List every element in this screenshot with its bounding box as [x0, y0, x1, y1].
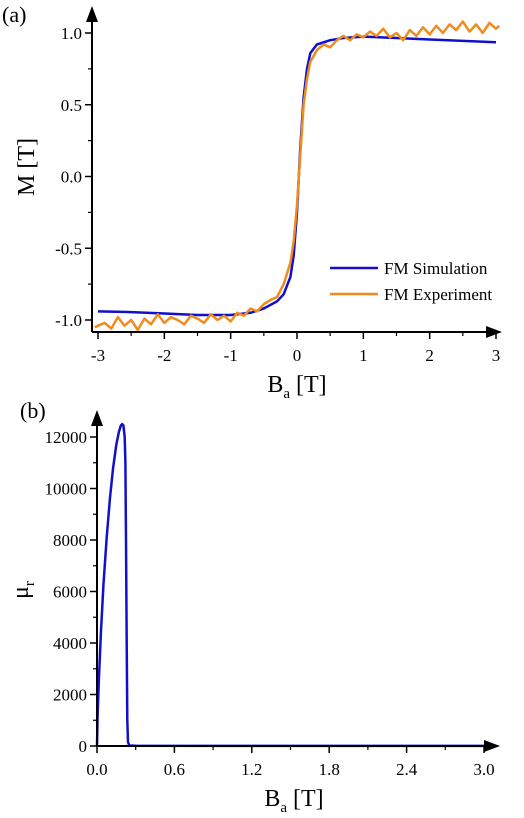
panel-b-label: (b) [20, 398, 46, 423]
panel-b-ylabel-sub: r [22, 581, 38, 586]
panel-a-y-ticks: -1.0 -0.5 0.0 0.5 1.0 [55, 24, 92, 330]
panel-a-y-axis-arrow [86, 6, 98, 22]
panel-b-xlabel-unit: [T] [287, 786, 324, 812]
panel-b-y-tick-label: 4000 [53, 634, 87, 653]
panel-a-x-tick-label: 0 [293, 346, 302, 365]
panel-a-x-tick-label: 3 [492, 346, 501, 365]
panel-b-x-tick-label: 1.2 [241, 760, 262, 779]
panel-b: (b) 0.0 0.6 1.2 1.8 2.4 3.0 0 2000 4000 6000 8000… [8, 398, 500, 816]
panel-a-series [94, 20, 501, 332]
panel-a-x-tick-label: -1 [224, 346, 238, 365]
panel-b-y-tick-label: 12000 [45, 428, 88, 447]
panel-a-xlabel-sub: a [283, 386, 290, 402]
panel-b-y-axis-arrow [91, 410, 103, 426]
panel-a-label: (a) [2, 2, 26, 27]
panel-b-xlabel-sub: a [280, 800, 287, 816]
panel-a-series-line-1 [94, 20, 501, 332]
panel-a-y-axis-title: M [T] [14, 138, 40, 196]
panel-b-x-tick-label: 3.0 [473, 760, 494, 779]
panel-a: (a) -3 -2 -1 0 1 2 3 -1.0-0.50.00.51.0 Ba [T] … [2, 2, 502, 402]
panel-b-x-tick-label: 0.6 [164, 760, 185, 779]
panel-a-x-tick-label: 2 [425, 346, 434, 365]
panel-a-x-axis-arrow [486, 326, 502, 338]
panel-b-y-tick-label: 8000 [53, 531, 87, 550]
panel-b-y-tick-label: 0 [79, 737, 88, 756]
panel-b-ylabel-main: μ [8, 586, 34, 599]
panel-b-y-tick-label: 6000 [53, 583, 87, 602]
panel-a-xlabel-unit: [T] [290, 372, 327, 398]
panel-a-y-tick-label: 1.0 [61, 24, 82, 43]
panel-b-series-line-0 [95, 422, 484, 748]
legend-label-experiment: FM Experiment [384, 285, 492, 304]
panel-b-y-tick-label: 2000 [53, 686, 87, 705]
panel-b-x-tick-label: 1.8 [319, 760, 340, 779]
panel-a-x-tick-label: -2 [157, 346, 171, 365]
panel-a-x-tick-label: 1 [359, 346, 368, 365]
panel-b-xlabel-main: B [264, 786, 280, 812]
panel-a-y-tick-label: 0.5 [61, 96, 82, 115]
panel-b-series [95, 422, 484, 748]
legend-label-simulation: FM Simulation [384, 259, 488, 278]
panel-a-x-ticks: -3 -2 -1 0 1 2 3 [91, 332, 500, 365]
panel-b-x-tick-label: 0.0 [86, 760, 107, 779]
panel-b-x-tick-label: 2.4 [396, 760, 418, 779]
panel-a-y-tick-label: -1.0 [55, 311, 82, 330]
panel-b-x-axis-arrow [484, 740, 500, 752]
panel-b-y-axis-title: μr [8, 581, 38, 599]
panel-b-x-ticks: 0.0 0.6 1.2 1.8 2.4 3.0 [86, 746, 495, 779]
panel-a-xlabel-main: B [267, 372, 283, 398]
legend: FM Simulation FM Experiment [330, 259, 492, 304]
panel-a-y-tick-label: -0.5 [55, 239, 82, 258]
panel-a-x-tick-label: -3 [91, 346, 105, 365]
panel-b-y-ticks: 0 2000 4000 6000 8000 10000 12000 [45, 428, 97, 756]
panel-a-x-axis-title: Ba [T] [267, 372, 326, 402]
panel-b-x-axis-title: Ba [T] [264, 786, 323, 816]
panel-a-y-tick-label: 0.0 [61, 168, 82, 187]
panel-b-y-tick-label: 10000 [45, 480, 88, 499]
